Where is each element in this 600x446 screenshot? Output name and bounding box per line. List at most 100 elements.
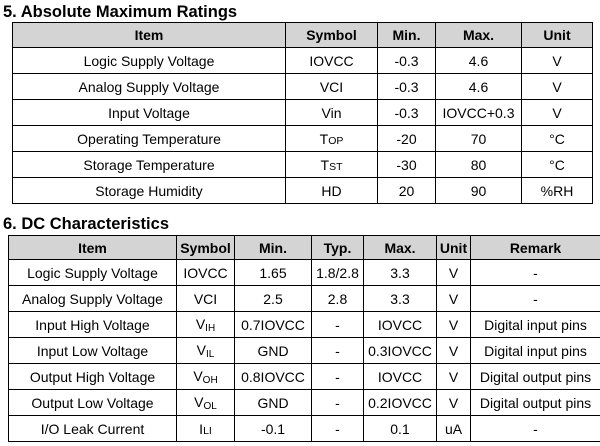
column-header-max: Max. xyxy=(363,235,437,260)
symbol-main: T xyxy=(319,130,329,147)
absolute-maximum-ratings-table: Item Symbol Min. Max. Unit Logic Supply … xyxy=(12,22,593,204)
cell-item: Output Low Voltage xyxy=(8,389,177,416)
cell-symbol: TST xyxy=(285,151,378,178)
cell-min: 0.7IOVCC xyxy=(234,311,312,338)
cell-max: 0.1 xyxy=(363,415,437,442)
cell-item: Output High Voltage xyxy=(8,363,177,390)
table-row: Storage Humidity HD 20 90 %RH xyxy=(12,177,593,204)
symbol-main: V xyxy=(195,315,206,332)
table-row: Analog Supply Voltage VCI 2.5 2.8 3.3 V … xyxy=(8,285,600,312)
cell-typ: - xyxy=(311,311,364,338)
cell-min: GND xyxy=(234,337,312,364)
cell-typ: - xyxy=(311,363,364,390)
cell-symbol: ILI xyxy=(176,415,235,442)
column-header-symbol: Symbol xyxy=(285,22,378,48)
cell-unit: V xyxy=(436,285,471,312)
table-row: Input Low Voltage VIL GND - 0.3IOVCC V D… xyxy=(8,337,600,364)
symbol-main: V xyxy=(194,393,204,410)
table-row: Input Voltage Vin -0.3 IOVCC+0.3 V xyxy=(12,99,593,126)
cell-symbol: VOL xyxy=(176,389,235,416)
table-header-row: Item Symbol Min. Typ. Max. Unit Remark xyxy=(8,235,600,260)
cell-unit: V xyxy=(436,337,471,364)
symbol-main: V xyxy=(193,367,203,384)
cell-max: 70 xyxy=(435,125,522,152)
table-row: Input High Voltage VIH 0.7IOVCC - IOVCC … xyxy=(8,311,600,338)
symbol-subscript: IH xyxy=(205,322,216,334)
cell-remark: Digital input pins xyxy=(470,337,600,364)
cell-unit: V xyxy=(521,47,593,74)
cell-symbol: VOH xyxy=(176,363,235,390)
symbol-subscript: OH xyxy=(202,374,218,386)
cell-unit: V xyxy=(436,389,471,416)
cell-unit: V xyxy=(436,311,471,338)
cell-min: -0.1 xyxy=(234,415,312,442)
table-row: I/O Leak Current ILI -0.1 - 0.1 uA - xyxy=(8,415,600,442)
table-row: Operating Temperature TOP -20 70 °C xyxy=(12,125,593,152)
cell-min: -0.3 xyxy=(377,73,436,100)
column-header-unit: Unit xyxy=(436,235,471,260)
cell-min: 1.65 xyxy=(234,259,312,286)
cell-remark: Digital output pins xyxy=(470,363,600,390)
cell-remark: - xyxy=(470,285,600,312)
column-header-symbol: Symbol xyxy=(176,235,235,260)
cell-typ: - xyxy=(311,415,364,442)
cell-unit: uA xyxy=(436,415,471,442)
cell-max: 90 xyxy=(435,177,522,204)
cell-min: -0.3 xyxy=(377,99,436,126)
symbol-subscript: OP xyxy=(328,134,344,147)
column-header-min: Min. xyxy=(377,22,436,48)
table-row: Output Low Voltage VOL GND - 0.2IOVCC V … xyxy=(8,389,600,416)
cell-min: -20 xyxy=(377,125,436,152)
cell-unit: °C xyxy=(521,125,593,152)
cell-remark: - xyxy=(470,415,600,442)
cell-symbol: VIH xyxy=(176,311,235,338)
cell-max: IOVCC+0.3 xyxy=(435,99,522,126)
cell-symbol: Vin xyxy=(285,99,378,126)
cell-max: 3.3 xyxy=(363,285,437,312)
cell-max: 4.6 xyxy=(435,73,522,100)
cell-item: Storage Humidity xyxy=(12,177,286,204)
table-row: Logic Supply Voltage IOVCC 1.65 1.8/2.8 … xyxy=(8,259,600,286)
cell-unit: °C xyxy=(521,151,593,178)
cell-typ: - xyxy=(311,337,364,364)
cell-max: 0.2IOVCC xyxy=(363,389,437,416)
cell-item: Operating Temperature xyxy=(12,125,286,152)
column-header-item: Item xyxy=(8,235,177,260)
cell-min: -0.3 xyxy=(377,47,436,74)
cell-min: GND xyxy=(234,389,312,416)
cell-max: 80 xyxy=(435,151,522,178)
cell-symbol: VIL xyxy=(176,337,235,364)
table-row: Logic Supply Voltage IOVCC -0.3 4.6 V xyxy=(12,47,593,74)
cell-item: Input Voltage xyxy=(12,99,286,126)
cell-min: -30 xyxy=(377,151,436,178)
cell-item: Logic Supply Voltage xyxy=(8,259,177,286)
column-header-unit: Unit xyxy=(521,22,593,48)
symbol-subscript: LI xyxy=(203,424,212,437)
table-row: Analog Supply Voltage VCI -0.3 4.6 V xyxy=(12,73,593,100)
symbol-subscript: ST xyxy=(329,160,343,173)
symbol-subscript: IL xyxy=(206,348,215,360)
cell-max: IOVCC xyxy=(363,363,437,390)
cell-item: Input High Voltage xyxy=(8,311,177,338)
cell-remark: Digital output pins xyxy=(470,389,600,416)
cell-remark: - xyxy=(470,259,600,286)
cell-remark: Digital input pins xyxy=(470,311,600,338)
cell-max: IOVCC xyxy=(363,311,437,338)
cell-item: I/O Leak Current xyxy=(8,415,177,442)
cell-symbol: TOP xyxy=(285,125,378,152)
cell-unit: V xyxy=(436,259,471,286)
cell-item: Analog Supply Voltage xyxy=(12,73,286,100)
table-row: Output High Voltage VOH 0.8IOVCC - IOVCC… xyxy=(8,363,600,390)
cell-symbol: HD xyxy=(285,177,378,204)
cell-symbol: VCI xyxy=(285,73,378,100)
cell-item: Analog Supply Voltage xyxy=(8,285,177,312)
dc-characteristics-table: Item Symbol Min. Typ. Max. Unit Remark L… xyxy=(8,235,600,442)
table-row: Storage Temperature TST -30 80 °C xyxy=(12,151,593,178)
cell-unit: V xyxy=(521,73,593,100)
column-header-item: Item xyxy=(12,22,286,48)
cell-unit: %RH xyxy=(521,177,593,204)
cell-typ: 1.8/2.8 xyxy=(311,259,364,286)
table-header-row: Item Symbol Min. Max. Unit xyxy=(12,22,593,48)
cell-max: 3.3 xyxy=(363,259,437,286)
cell-symbol: IOVCC xyxy=(285,47,378,74)
